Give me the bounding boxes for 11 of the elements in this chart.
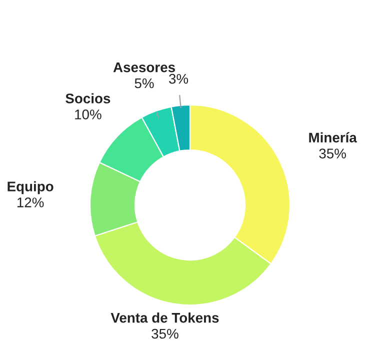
slice-label: Socios (66, 93, 110, 104)
slice-label: Minería (309, 132, 357, 143)
data-label: 35% (319, 148, 346, 158)
data-label: 12% (17, 198, 44, 208)
data-label: 10% (75, 110, 102, 120)
data-label: 5% (134, 78, 154, 88)
slice-label: Equipo (8, 181, 54, 194)
slice-label: Venta de Tokens (110, 312, 219, 323)
slice-label: Asesores (113, 62, 175, 72)
data-label: 3% (169, 74, 188, 84)
data-label: 35% (152, 328, 178, 339)
